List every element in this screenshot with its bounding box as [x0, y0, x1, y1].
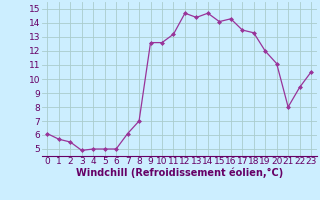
- X-axis label: Windchill (Refroidissement éolien,°C): Windchill (Refroidissement éolien,°C): [76, 168, 283, 178]
